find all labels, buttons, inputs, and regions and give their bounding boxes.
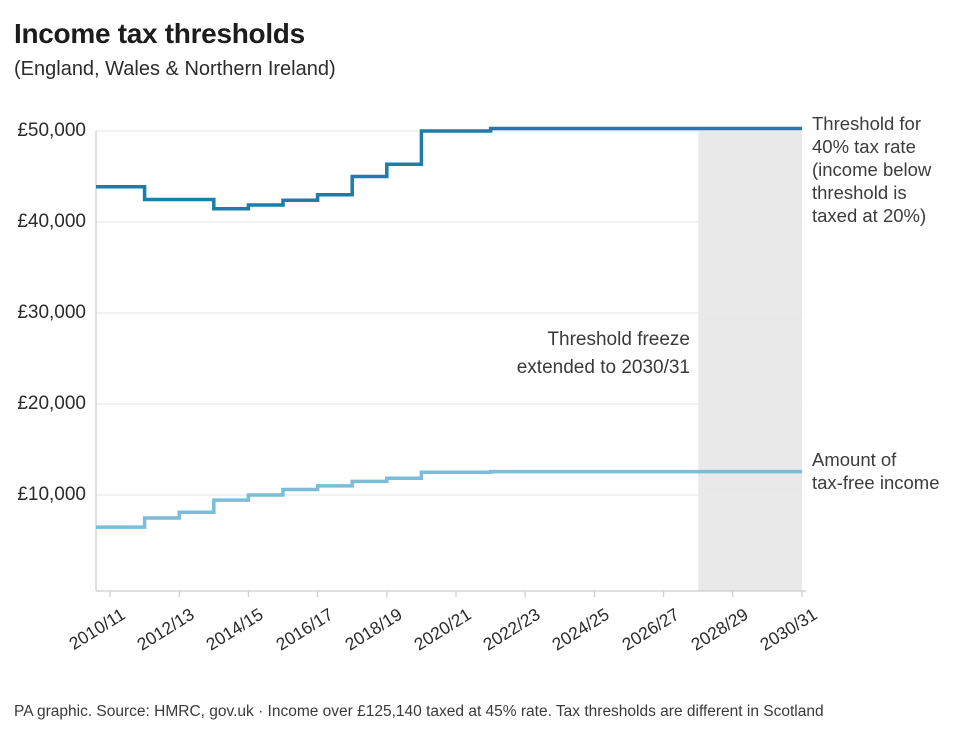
source-footnote: PA graphic. Source: HMRC, gov.uk · Incom… [14, 703, 824, 720]
tax-free-allowance-line [96, 469, 802, 529]
y-axis-label: £50,000 [17, 120, 86, 141]
bottom-line-annotation: Amount of tax-free income [812, 449, 940, 493]
freeze-annotation: Threshold freeze extended to 2030/31 [516, 329, 690, 378]
top-line-annotation: Threshold for 40% tax rate (income below… [812, 113, 932, 226]
x-axis-ticks [109, 591, 803, 597]
page-title: Income tax thresholds [14, 18, 305, 49]
gridlines [96, 130, 803, 496]
y-axis-label: £10,000 [17, 484, 86, 505]
y-axis-label: £20,000 [17, 393, 86, 414]
y-axis-label: £40,000 [17, 211, 86, 232]
freeze-highlight-band [698, 131, 802, 591]
higher-rate-threshold-line [96, 126, 802, 211]
y-axis-label: £30,000 [17, 302, 86, 323]
page-subtitle: (England, Wales & Northern Ireland) [14, 58, 336, 80]
